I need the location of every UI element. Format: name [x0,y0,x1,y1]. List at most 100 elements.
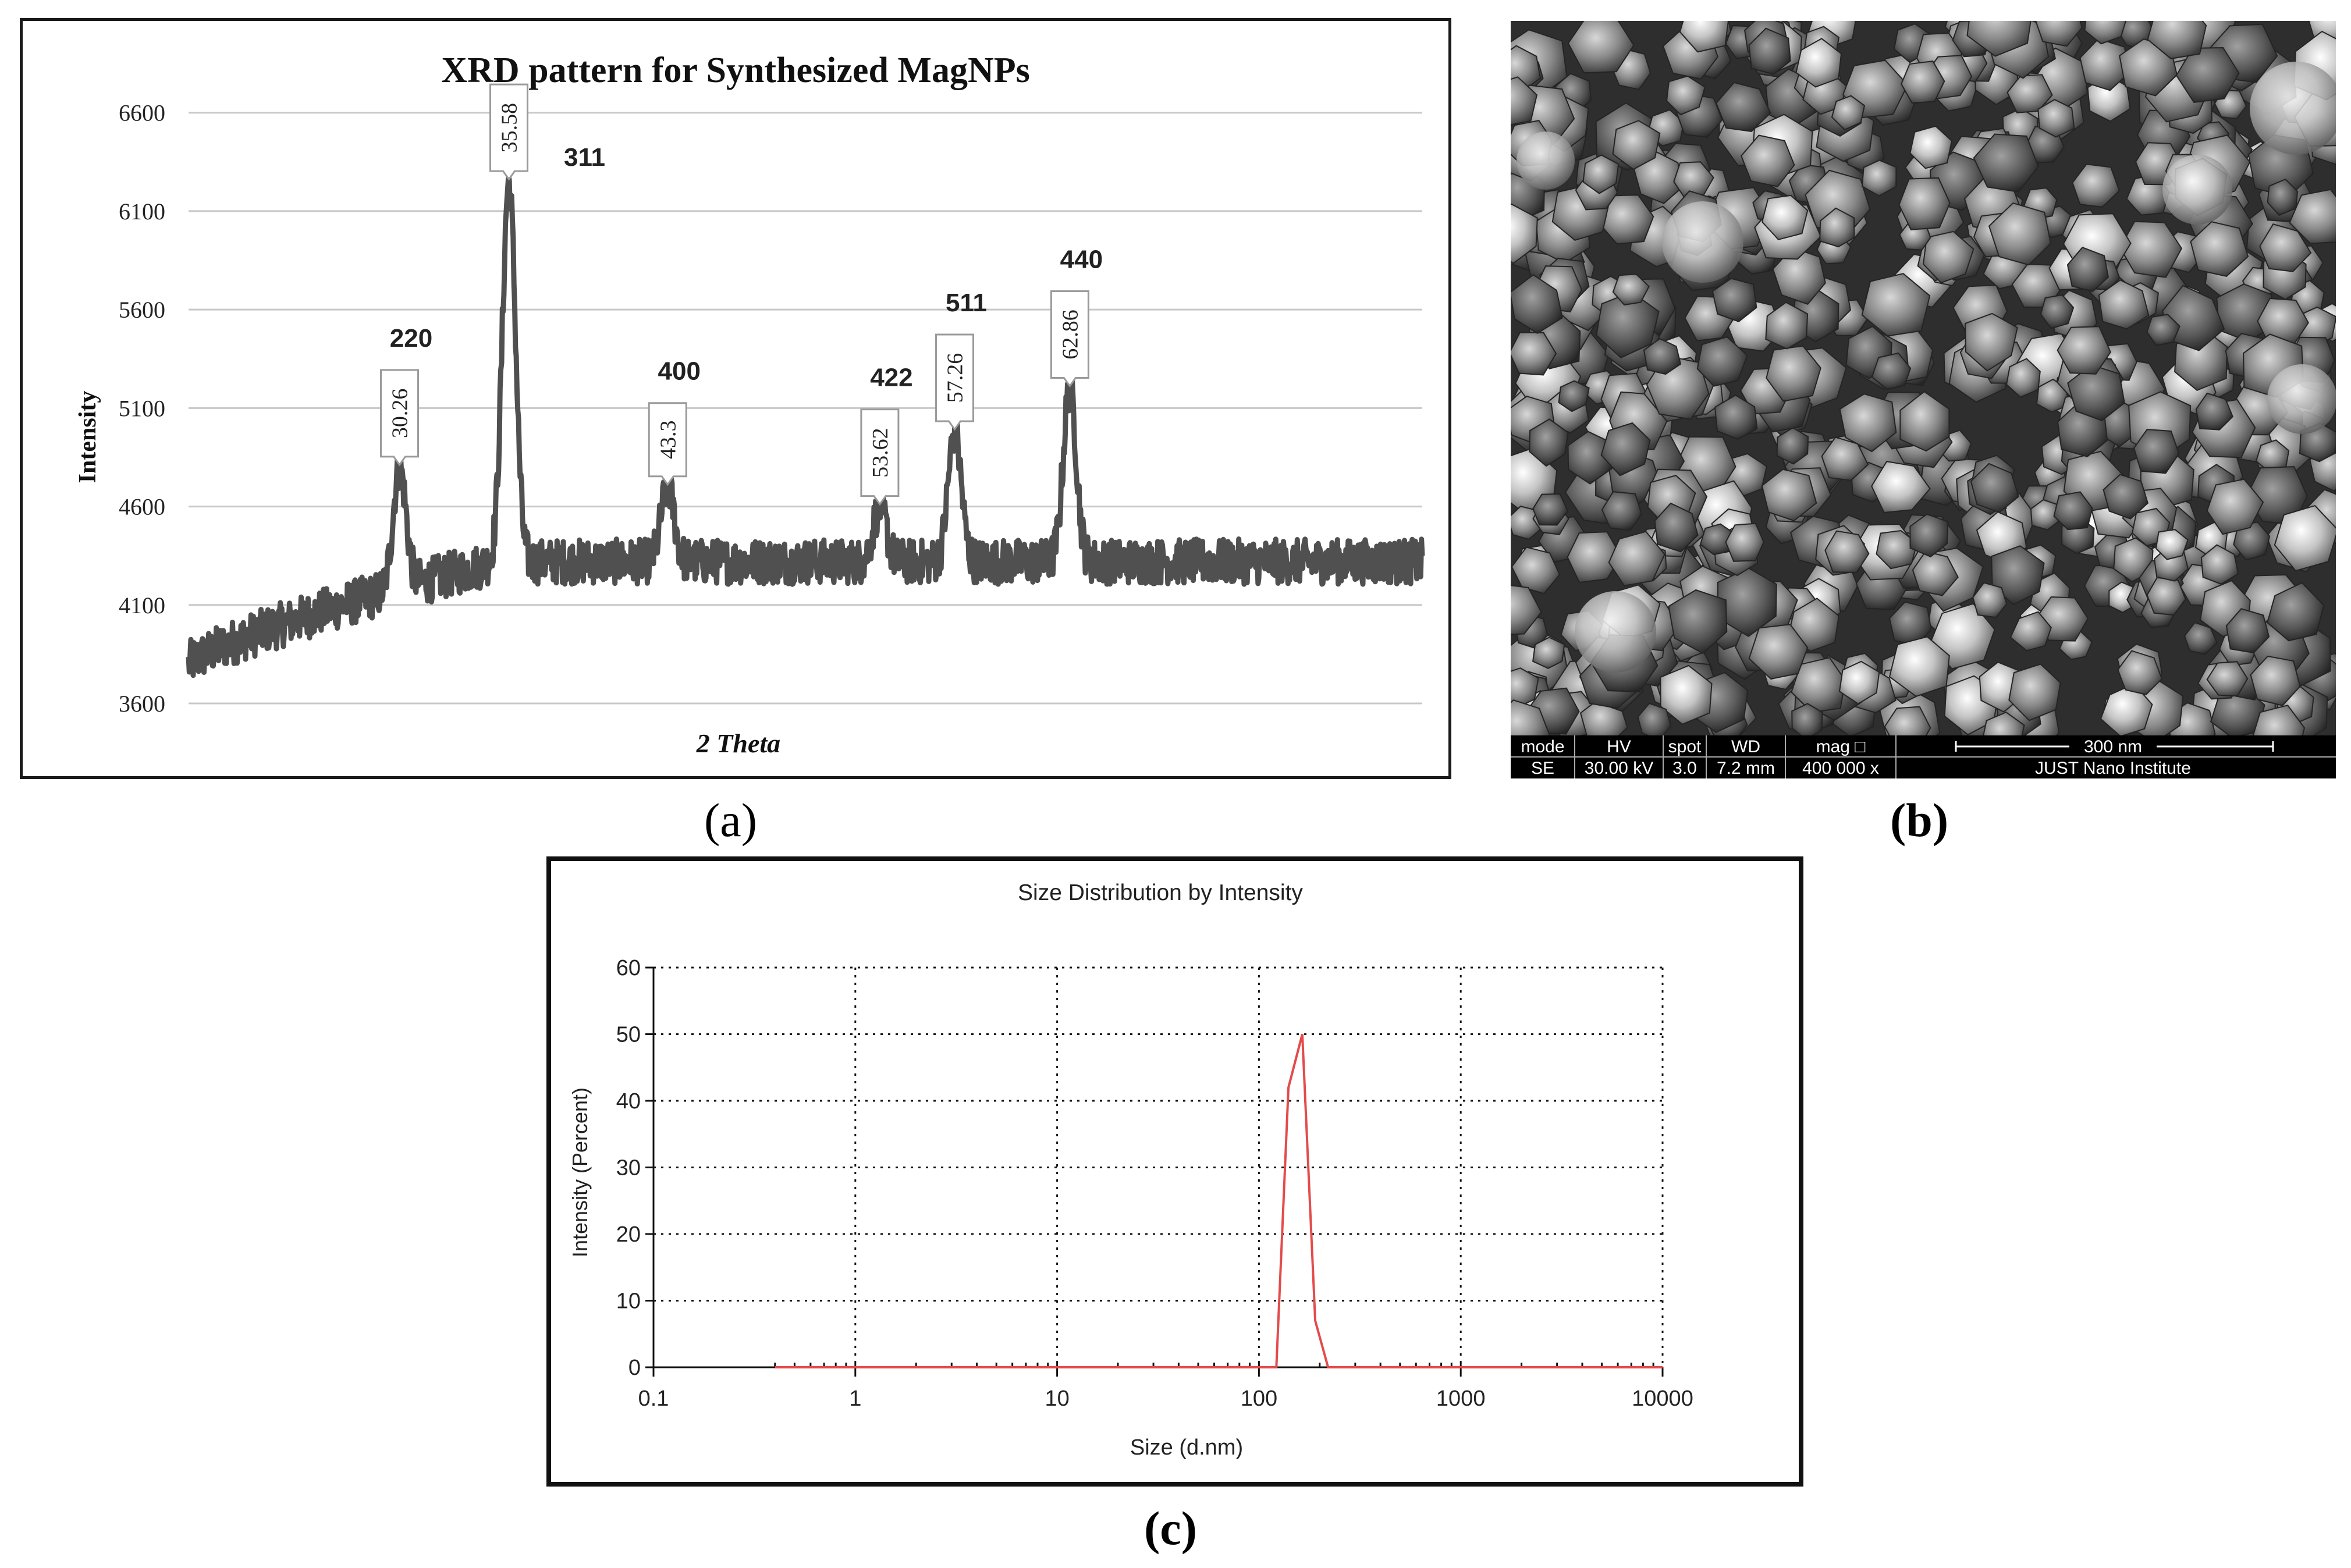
dls-gridlines [654,966,1664,1367]
sem-particle [1821,436,1869,481]
xrd-peak-value: 30.26 [388,389,413,439]
sem-particle [2133,428,2180,474]
xrd-peak-callout [489,83,528,181]
sem-particle [1765,301,1809,350]
sem-particle [1612,273,1650,306]
sem-bright-cluster [2162,155,2232,225]
sem-header-spot: spot [1668,737,1702,756]
dls-y-tick-label: 0 [628,1356,641,1380]
dls-chart: Size Distribution by Intensity 0 10 20 30 40… [568,880,1693,1460]
sem-particle [2190,221,2249,277]
sem-particle [2072,163,2120,208]
sem-particle [1991,545,2045,606]
xrd-peak-annotation: 53.62 422 [860,364,913,506]
sem-particle [1761,194,1809,240]
xrd-peak-labels: 30.26 220 35.58 311 43.3 400 53.62 422 57.26 511 6… [380,83,1103,506]
xrd-peak-value: 35.58 [497,103,521,153]
xrd-y-tick-label: 6600 [119,100,165,126]
sem-particle [2098,279,2150,330]
xrd-chart-panel: XRD pattern for Synthesized MagNPs 3600 4… [20,18,1451,779]
dls-chart-title: Size Distribution by Intensity [1018,880,1303,905]
xrd-chart-title: XRD pattern for Synthesized MagNPs [441,51,1029,90]
sem-particle [1511,203,1538,264]
sem-particle [1838,660,1880,705]
sem-particle [1529,418,1569,467]
dls-y-tick-label: 60 [616,956,641,980]
dls-x-tick-label: 0.1 [638,1386,669,1411]
xrd-chart: XRD pattern for Synthesized MagNPs 3600 4… [74,51,1425,758]
sem-particle [2206,661,2249,697]
sem-particle [1824,530,1870,573]
sem-particle [1966,21,2032,57]
dls-y-tick-label: 30 [616,1156,641,1181]
sem-particle [1761,468,1817,522]
dls-y-axis-label: Intensity (Percent) [568,1087,592,1257]
dls-y-tick-label: 50 [616,1023,641,1047]
sem-particle [1766,345,1821,402]
sem-particle [2206,478,2264,535]
sem-particle [1888,636,1950,697]
sem-particle [1511,585,1542,635]
panel-label-a-text: (a) [704,794,758,847]
panel-label-c-text: (c) [1144,1502,1198,1555]
sem-bright-cluster [2267,364,2336,434]
sem-particle [2146,577,2186,616]
sem-particle [1717,567,1777,637]
sem-bright-cluster [1517,131,1575,190]
sem-value-spot: 3.0 [1672,759,1697,778]
sem-particle [1831,95,1866,131]
sem-particle [1888,601,1932,646]
sem-particle [1909,125,1952,169]
sem-particle [1901,61,1945,104]
xrd-y-axis-label: Intensity [74,391,101,483]
sem-particle [2147,21,2207,59]
xrd-peak-annotation: 57.26 511 [935,289,987,431]
sem-particle [1596,291,1660,358]
sem-particle [1711,278,1757,322]
sem-particle [2117,650,2163,695]
dls-x-tick-label: 10 [1045,1386,1069,1411]
panel-label-c: (c) [1144,1501,1197,1556]
sem-particle [1665,75,1706,116]
sem-particle [2267,582,2325,642]
sem-particle [2195,392,2233,431]
sem-nanoparticle-texture [1511,21,2336,758]
sem-particle [1696,336,1748,387]
panel-label-b: (b) [1890,793,1948,848]
xrd-peak-value: 62.86 [1058,310,1082,360]
sem-particle [1871,461,1931,513]
sem-image-panel: mode HV spot WD mag □ SE 30.00 kV 3.0 7.… [1511,21,2336,778]
dls-chart-panel: Size Distribution by Intensity 0 10 20 30 40… [546,856,1803,1487]
dls-series-line [775,1033,1663,1368]
sem-particle [2267,178,2299,216]
sem-header-mag: mag □ [1816,737,1866,756]
sem-header-mode: mode [1521,737,1564,756]
sem-particle [1988,202,2051,266]
xrd-peak-callout [380,369,420,467]
sem-particle [1725,522,1764,562]
dls-x-tick-label: 100 [1241,1386,1277,1411]
sem-particle [1532,493,1568,526]
xrd-peak-callout [1050,290,1089,388]
sem-particle [1558,380,1590,413]
sem-particle [1660,664,1713,725]
xrd-peak-hkl: 511 [946,289,987,317]
sem-particle [1819,207,1855,248]
sem-particle [2225,608,2270,653]
xrd-peak-callout [935,333,975,431]
xrd-y-tick-labels: 3600 4100 4600 5100 5600 6100 6600 [119,100,165,717]
xrd-peak-hkl: 400 [658,357,701,386]
xrd-y-tick-label: 6100 [119,198,165,225]
sem-particle [2155,529,2189,560]
sem-particle [2037,98,2075,138]
sem-value-mag: 400 000 x [1802,759,1879,778]
sem-particle [2200,544,2239,585]
sem-info-bar: mode HV spot WD mag □ SE 30.00 kV 3.0 7.… [1511,735,2336,778]
sem-particle [1567,21,1635,74]
sem-particle [1861,273,1931,337]
panel-label-a: (a) [704,793,757,848]
dls-x-tick-label: 10000 [1632,1386,1693,1411]
sem-particle [1668,589,1728,655]
sem-particle [1511,76,1538,126]
sem-particle [1795,38,1842,88]
